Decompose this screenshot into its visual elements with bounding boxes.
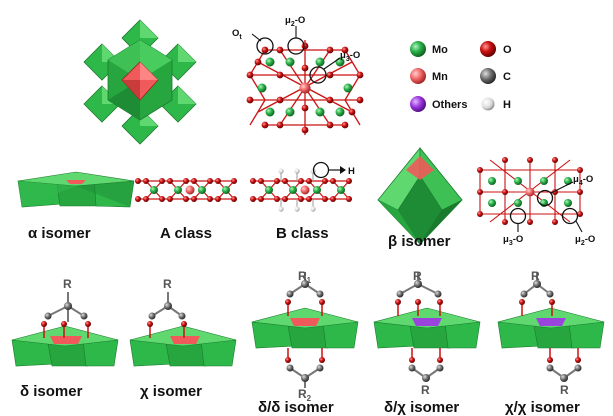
b-class-caption: B class: [276, 225, 329, 242]
legend-o-label: O: [503, 44, 512, 56]
mu2-top-label: μ2-O: [285, 15, 305, 28]
legend-others-swatch: [410, 96, 426, 112]
delta-chi-isomer-model: R R: [373, 269, 481, 397]
chi-isomer-model: R: [129, 277, 237, 367]
chi-chi-r-top-label: R: [531, 269, 540, 283]
mu2-right-label: μ2-O: [575, 234, 595, 247]
delta-isomer-model: R: [11, 277, 119, 367]
mu4-label: μ4-O: [573, 174, 593, 187]
legend-mo-label: Mo: [432, 44, 448, 56]
chi-chi-r-bottom-label: R: [560, 383, 569, 397]
delta-chi-r-top-label: R: [413, 269, 422, 283]
beta-isomer-model: [377, 147, 463, 245]
anderson-polyhedral-model: [83, 19, 197, 145]
delta-r-label: R: [63, 277, 72, 291]
r2-label: R2: [298, 387, 312, 403]
legend-o-swatch: [480, 41, 496, 57]
mu3-top-label: μ3-O: [340, 50, 360, 63]
a-class-caption: A class: [160, 225, 212, 242]
legend-h-swatch: [481, 97, 495, 111]
legend-h-label: H: [503, 99, 511, 111]
legend-c-swatch: [480, 68, 496, 84]
r1-label: R1: [298, 269, 312, 285]
beta-ball-stick-model: μ4-O μ3-O μ2-O: [477, 157, 595, 247]
chi-isomer-caption: χ isomer: [140, 383, 202, 400]
legend-c-label: C: [503, 71, 511, 83]
legend-mn-label: Mn: [432, 71, 448, 83]
mu3-right-label: μ3-O: [503, 234, 523, 247]
delta-chi-r-bottom-label: R: [421, 383, 430, 397]
delta-delta-isomer-caption: δ/δ isomer: [258, 399, 334, 416]
beta-isomer-caption: β isomer: [388, 233, 451, 250]
legend-others-label: Others: [432, 99, 467, 111]
b-class-model: H: [250, 161, 355, 212]
chi-r-label: R: [163, 277, 172, 291]
anderson-annotations: Ot μ2-O μ3-O: [232, 15, 360, 84]
a-class-model: [135, 178, 237, 202]
legend-mo-swatch: [410, 41, 426, 57]
alpha-isomer-caption: α isomer: [28, 225, 91, 242]
delta-chi-isomer-caption: δ/χ isomer: [384, 399, 460, 416]
alpha-isomer-model: [17, 171, 135, 208]
legend-mn-swatch: [410, 68, 426, 84]
delta-delta-isomer-model: R1 R2: [251, 269, 359, 403]
chi-chi-isomer-caption: χ/χ isomer: [505, 399, 580, 416]
ot-label: Ot: [232, 28, 242, 41]
chi-chi-isomer-model: R R: [497, 269, 605, 397]
atom-legend: Mo O Mn C Others H: [410, 41, 512, 112]
delta-isomer-caption: δ isomer: [20, 383, 83, 400]
h-label: H: [348, 166, 355, 177]
